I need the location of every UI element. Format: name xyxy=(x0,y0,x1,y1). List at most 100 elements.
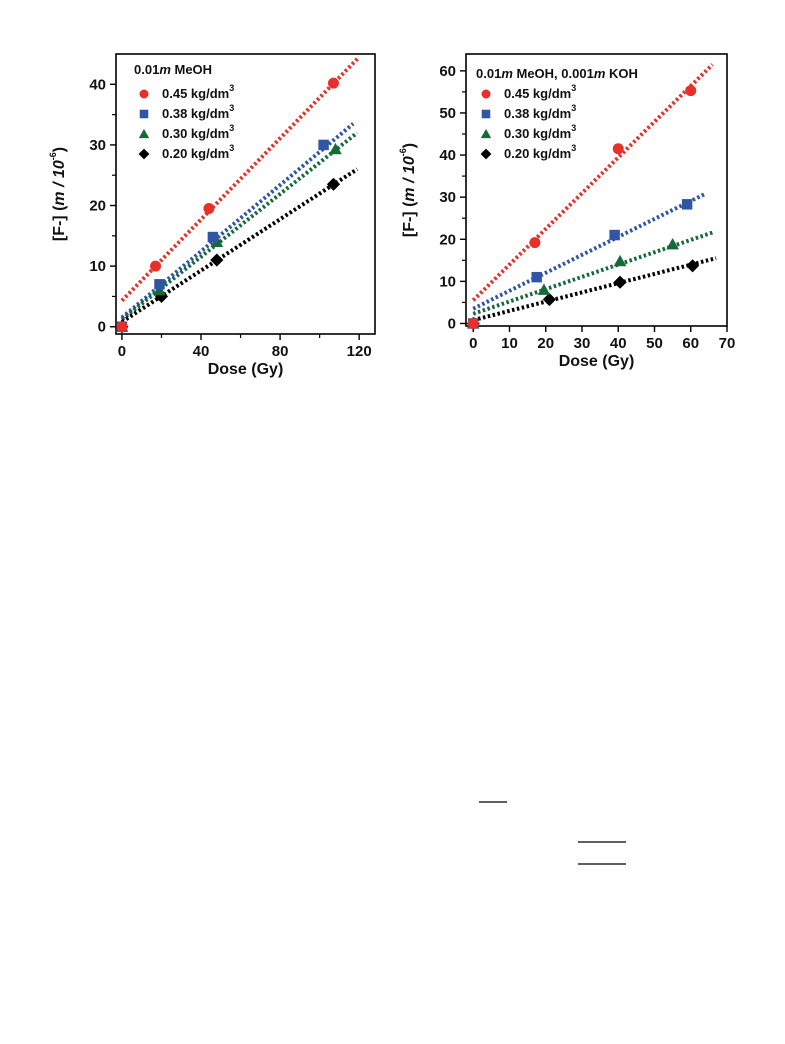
y-axis-title-unit-italic: m xyxy=(51,191,68,205)
legend-label: 0.20 kg/dm3 xyxy=(162,143,234,161)
x-tick-label: 120 xyxy=(347,343,372,360)
plot-frame xyxy=(465,53,728,327)
y-tick-label: 40 xyxy=(439,147,456,164)
y-axis-title-main: [F-] xyxy=(51,211,68,241)
x-tick-label: 60 xyxy=(682,335,699,352)
legend-title: 0.01m MeOH xyxy=(134,62,212,77)
legend-marker xyxy=(481,109,491,119)
data-point xyxy=(327,77,339,89)
data-point xyxy=(685,85,697,97)
y-axis-title-unit: / 10 xyxy=(51,160,68,191)
chart-right: 0 10 20 30 40 50 60 70 0 10 20 30 40 50 60 Dose (Gy) [F-… xyxy=(398,53,736,370)
y-axis-title-unit-italic: m xyxy=(401,187,418,201)
legend-title-prefix: 0.01 xyxy=(476,66,501,81)
data-point xyxy=(666,237,679,250)
data-point xyxy=(116,321,128,333)
legend-label-text: 0.38 kg/dm xyxy=(162,106,229,121)
y-axis-title-exponent: -6 xyxy=(398,148,408,156)
legend-label-text: 0.20 kg/dm xyxy=(162,146,229,161)
legend-title-italic: m xyxy=(159,62,171,77)
x-tick-label: 10 xyxy=(501,335,518,352)
data-point xyxy=(150,260,162,272)
y-tick-label: 0 xyxy=(98,319,106,336)
legend-label-sup: 3 xyxy=(229,103,234,113)
data-point xyxy=(467,317,479,329)
legend-marker xyxy=(139,109,149,119)
y-axis-title-paren: ( xyxy=(51,205,68,211)
legend-title-suffix: MeOH xyxy=(171,62,212,77)
y-tick-label: 50 xyxy=(439,105,456,122)
data-point xyxy=(612,143,624,155)
legend-label-text: 0.45 kg/dm xyxy=(504,86,571,101)
data-point xyxy=(207,231,219,243)
legend-label: 0.38 kg/dm3 xyxy=(504,103,576,121)
legend-label: 0.45 kg/dm3 xyxy=(162,83,234,101)
y-axis-title-close: ) xyxy=(401,143,418,148)
legend-marker xyxy=(138,128,150,139)
data-point xyxy=(537,283,551,295)
legend-label: 0.20 kg/dm3 xyxy=(504,143,576,161)
y-tick-label: 10 xyxy=(89,258,106,275)
legend-label-sup: 3 xyxy=(571,123,576,133)
legend-marker xyxy=(139,89,149,99)
legend-label-text: 0.45 kg/dm xyxy=(162,86,229,101)
data-point xyxy=(203,203,215,215)
data-point xyxy=(153,284,166,296)
x-tick-label: 40 xyxy=(193,343,210,360)
legend-label-sup: 3 xyxy=(229,143,234,153)
legend-label-sup: 3 xyxy=(571,103,576,113)
y-axis-title-main: [F-] xyxy=(401,207,418,237)
y-axis-title-close: ) xyxy=(51,147,68,152)
legend-label-text: 0.30 kg/dm xyxy=(162,126,229,141)
legend-label: 0.30 kg/dm3 xyxy=(162,123,234,141)
data-point xyxy=(613,275,627,289)
y-tick-label: 10 xyxy=(439,273,456,290)
y-tick-label: 30 xyxy=(439,189,456,206)
x-tick-label: 0 xyxy=(469,335,477,352)
legend-label-text: 0.20 kg/dm xyxy=(504,146,571,161)
legend-marker xyxy=(138,148,150,160)
y-tick-label: 40 xyxy=(89,76,106,93)
fit-line xyxy=(472,191,707,311)
y-tick-label: 20 xyxy=(89,198,106,215)
x-tick-label: 40 xyxy=(610,335,627,352)
y-tick-label: 30 xyxy=(89,137,106,154)
fit-line xyxy=(472,256,717,323)
y-axis-title: [F-] (m / 10-6) xyxy=(48,147,68,241)
x-axis-title: Dose (Gy) xyxy=(559,353,635,370)
legend-title-prefix: 0.01 xyxy=(134,62,159,77)
fit-line xyxy=(472,230,714,316)
fit-line xyxy=(120,55,361,303)
y-axis-title-unit: / 10 xyxy=(401,156,418,187)
plot-frame xyxy=(115,53,376,335)
x-tick-label: 0 xyxy=(118,343,126,360)
legend-label-text: 0.38 kg/dm xyxy=(504,106,571,121)
legend-label-text: 0.30 kg/dm xyxy=(504,126,571,141)
x-tick-label: 70 xyxy=(719,335,736,352)
y-axis-title-exponent: -6 xyxy=(48,152,58,160)
data-point xyxy=(531,271,542,283)
data-point xyxy=(326,177,341,191)
data-point xyxy=(529,237,541,249)
fit-line xyxy=(120,167,359,324)
data-point xyxy=(329,142,342,155)
legend-title-italic: m xyxy=(501,66,513,81)
y-axis-title-paren: ( xyxy=(401,201,418,207)
legend-label: 0.45 kg/dm3 xyxy=(504,83,576,101)
data-point xyxy=(685,259,700,273)
legend-marker xyxy=(481,89,491,99)
x-axis-title: Dose (Gy) xyxy=(208,361,284,378)
data-point xyxy=(613,254,627,267)
data-point xyxy=(154,289,169,304)
data-point xyxy=(154,279,165,290)
data-point xyxy=(681,199,693,210)
legend-label: 0.30 kg/dm3 xyxy=(504,123,576,141)
legend-label-sup: 3 xyxy=(571,143,576,153)
legend-title-italic-2: m xyxy=(594,66,606,81)
fit-line xyxy=(471,63,714,302)
y-tick-label: 20 xyxy=(439,231,456,248)
data-point xyxy=(609,229,620,241)
x-tick-label: 20 xyxy=(537,335,554,352)
y-tick-label: 0 xyxy=(448,315,456,332)
